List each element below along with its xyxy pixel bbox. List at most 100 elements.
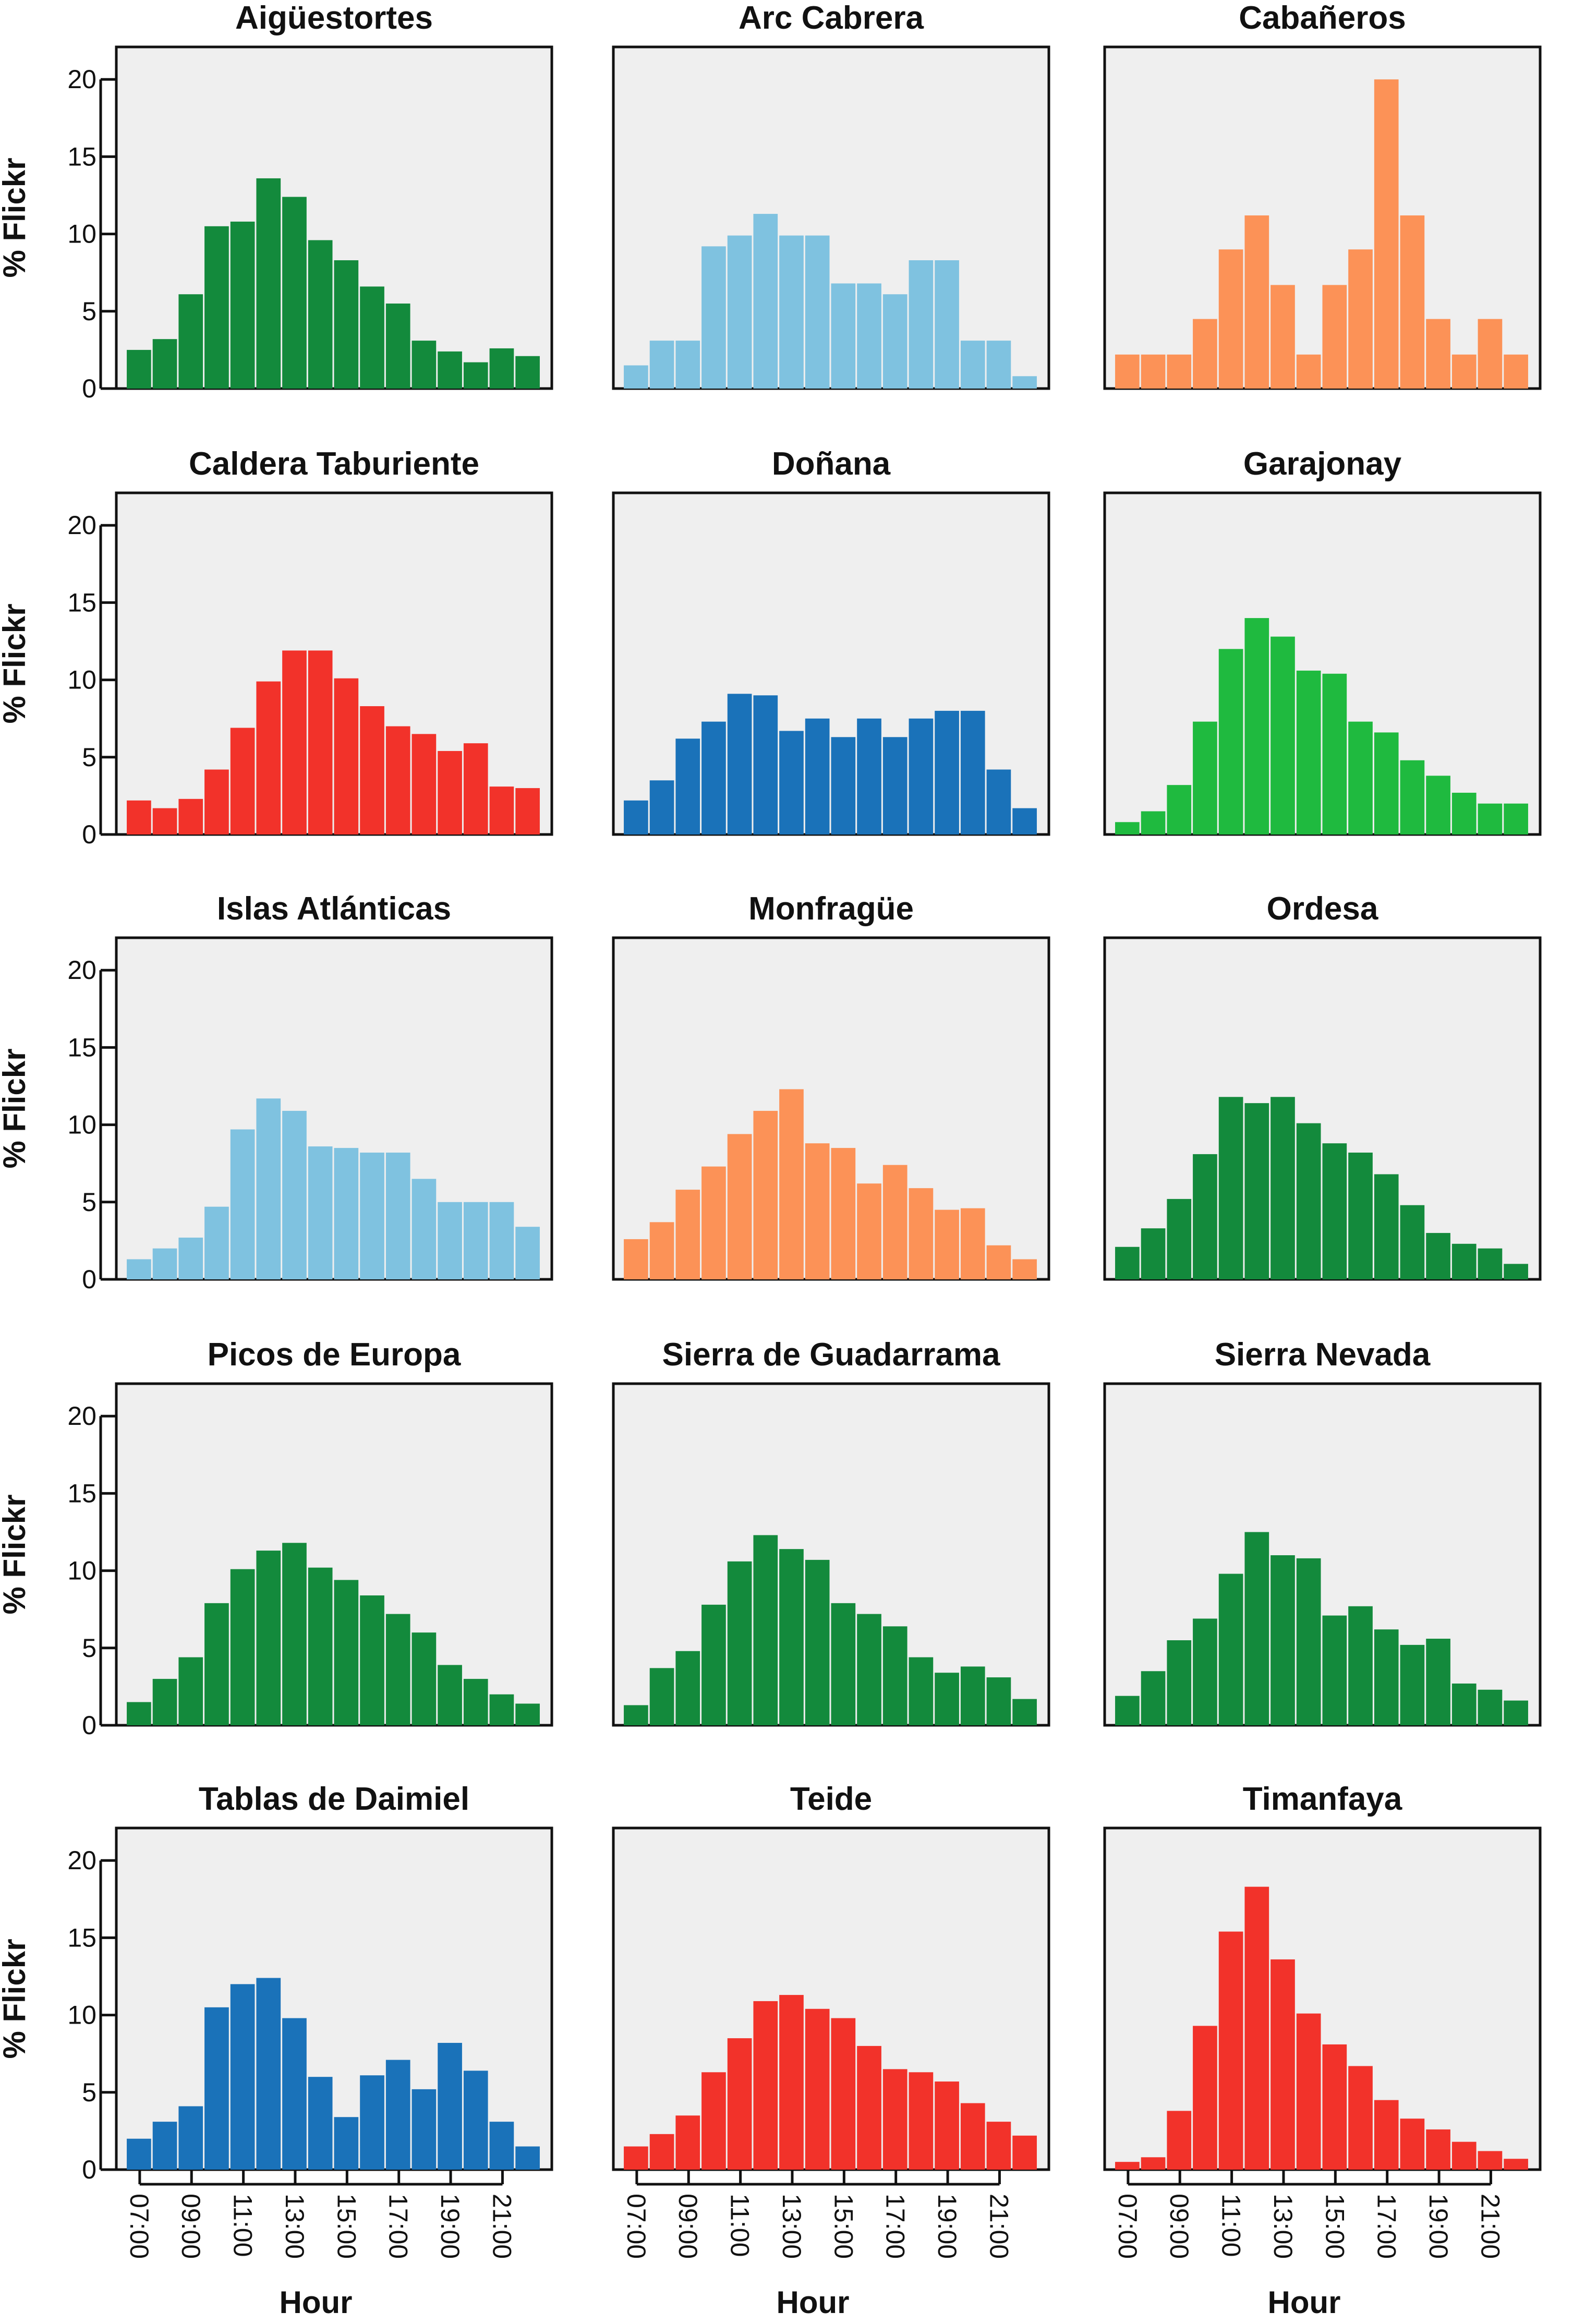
- bar: [127, 2138, 151, 2170]
- y-tick-label: 5: [82, 743, 96, 772]
- bar: [882, 1626, 908, 1725]
- bar: [960, 341, 985, 389]
- panel-title: Arc Cabrera: [739, 0, 924, 36]
- bar: [178, 1657, 203, 1725]
- bar: [282, 650, 307, 834]
- bar: [1193, 1154, 1217, 1279]
- bar: [204, 1206, 229, 1279]
- x-tick-label: 19:00: [933, 2194, 962, 2259]
- panel-9: Ordesa: [1103, 891, 1542, 1281]
- bar: [960, 710, 985, 834]
- x-tick-label: 13:00: [280, 2194, 309, 2259]
- bar: [909, 1188, 934, 1279]
- bar: [935, 1673, 959, 1725]
- bar: [1504, 2159, 1528, 2170]
- bar: [127, 349, 151, 389]
- bar: [1115, 1246, 1140, 1279]
- panel-title: Picos de Europa: [208, 1337, 461, 1373]
- bar: [412, 1179, 437, 1279]
- bar: [1167, 785, 1192, 834]
- bar: [1504, 354, 1528, 389]
- bar: [1374, 79, 1399, 389]
- bar: [1012, 808, 1037, 834]
- bar: [986, 2122, 1011, 2170]
- x-tick-label: 13:00: [1268, 2194, 1298, 2259]
- x-tick-label: 11:00: [725, 2194, 755, 2257]
- bar: [438, 351, 462, 389]
- bar: [1348, 721, 1373, 834]
- bar: [1115, 1696, 1140, 1725]
- bar: [753, 695, 778, 834]
- panel-14: Teide 07:00 09:00 11:00 13:00 15:00 17:00 19:00…: [612, 1781, 1050, 2259]
- bar: [127, 1702, 151, 1725]
- bar: [463, 743, 488, 834]
- panel-7: Islas Atlánticas 0 5 10 15 20 % Flickr: [0, 891, 553, 1294]
- y-tick-label: 0: [82, 1711, 96, 1740]
- y-tick-label: 15: [67, 142, 96, 171]
- y-tick-label: 20: [67, 511, 96, 540]
- bar: [649, 1222, 674, 1279]
- bar: [489, 1694, 514, 1725]
- bar: [857, 718, 881, 834]
- bar: [308, 650, 333, 834]
- panel-5: Doñana: [612, 446, 1050, 836]
- x-tick-label: 13:00: [777, 2194, 806, 2259]
- bar: [334, 2117, 359, 2170]
- bar: [935, 710, 959, 834]
- bar: [334, 678, 359, 834]
- bar: [256, 681, 281, 834]
- bar: [1270, 636, 1295, 834]
- panel-title: Caldera Taburiente: [189, 446, 479, 482]
- bar: [1141, 811, 1166, 834]
- y-tick-label: 20: [67, 1846, 96, 1875]
- bar: [515, 788, 540, 834]
- bar: [779, 1549, 804, 1725]
- bar: [831, 1148, 856, 1279]
- panel-13: Tablas de Daimiel 0 5 10 15 20 % Flickr 07:00 09…: [0, 1781, 553, 2259]
- x-tick-label: 17:00: [384, 2194, 413, 2259]
- bar: [178, 1237, 203, 1279]
- panel-title: Tablas de Daimiel: [199, 1781, 469, 1817]
- x-tick-label: 07:00: [622, 2194, 651, 2259]
- bar: [1504, 1264, 1528, 1279]
- bar: [438, 1665, 462, 1725]
- x-tick-label: 17:00: [881, 2194, 910, 2259]
- bar: [727, 235, 752, 389]
- x-tick-label: 19:00: [435, 2194, 465, 2259]
- bar: [1478, 319, 1503, 389]
- bar: [204, 226, 229, 389]
- bar: [649, 2134, 674, 2170]
- bar: [1193, 721, 1217, 834]
- bar: [675, 1651, 700, 1725]
- bar: [727, 1134, 752, 1279]
- bar: [282, 197, 307, 389]
- bar: [1322, 673, 1347, 834]
- bar: [152, 1248, 177, 1279]
- y-tick-label: 20: [67, 955, 96, 985]
- bar: [831, 737, 856, 834]
- bar: [1426, 2129, 1450, 2170]
- bar: [1478, 1689, 1503, 1725]
- bar: [857, 283, 881, 389]
- bar: [463, 1679, 488, 1725]
- bar: [701, 1166, 726, 1279]
- bar: [1451, 1683, 1477, 1725]
- panel-title: Sierra de Guadarrama: [662, 1337, 1000, 1373]
- bar: [204, 769, 229, 834]
- bar: [334, 1580, 359, 1725]
- bar: [960, 2103, 985, 2170]
- bar: [412, 1632, 437, 1725]
- bar: [960, 1208, 985, 1279]
- x-tick-label: 11:00: [228, 2194, 258, 2257]
- bar: [360, 2075, 384, 2170]
- y-tick-label: 15: [67, 588, 96, 617]
- bar: [360, 286, 384, 389]
- bar: [1400, 215, 1425, 389]
- bar: [204, 1603, 229, 1725]
- y-tick-label: 10: [67, 1110, 96, 1140]
- bar: [986, 769, 1011, 834]
- bar: [1218, 249, 1243, 389]
- panel-2: Arc Cabrera: [612, 0, 1050, 390]
- bar: [489, 348, 514, 389]
- bar: [1296, 1558, 1321, 1725]
